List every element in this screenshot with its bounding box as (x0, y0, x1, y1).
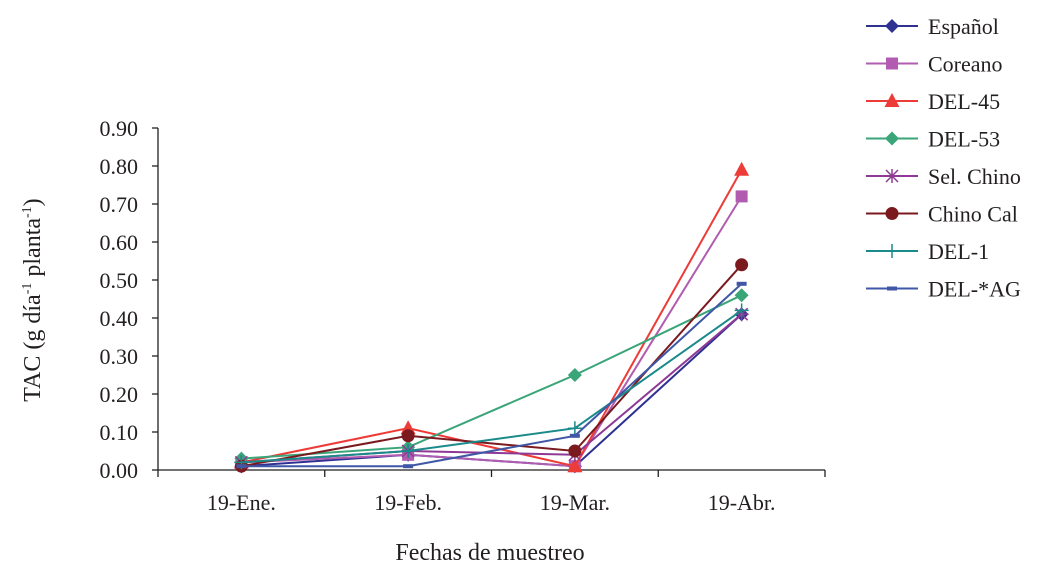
y-axis-title-sup2: -1 (20, 206, 35, 218)
y-axis-title-sup1: -1 (20, 283, 35, 295)
series-del-ag (236, 281, 747, 469)
y-tick-label: 0.00 (100, 458, 139, 483)
y-tick-label: 0.40 (100, 306, 139, 331)
y-tick-label: 0.60 (100, 230, 139, 255)
series-del-45 (233, 161, 750, 473)
data-point-marker (734, 288, 749, 303)
data-point-marker (885, 131, 899, 146)
legend: Español Coreano DEL-45 DEL-53 Sel. Chino Chin… (866, 14, 1021, 302)
series-line (241, 283, 743, 468)
data-point-marker (568, 444, 582, 458)
data-point-marker (567, 458, 583, 473)
y-axis-title-mid: planta (20, 218, 46, 283)
y-axis: 0.00 0.10 0.20 0.30 0.40 0.50 0.60 0.70 0.80 0.90 (100, 116, 159, 483)
data-point-marker (736, 281, 747, 286)
legend-label: Sel. Chino (928, 164, 1021, 189)
series-line (241, 309, 743, 464)
data-point-marker (886, 57, 898, 70)
x-tick-label: 19-Abr. (708, 490, 776, 515)
legend-item: DEL-1 (866, 239, 989, 264)
legend-item: Chino Cal (866, 202, 1018, 227)
legend-item: DEL-*AG (866, 277, 1021, 302)
x-tick-label: 19-Feb. (374, 490, 442, 515)
legend-label: Chino Cal (928, 202, 1018, 227)
legend-label: DEL-53 (928, 127, 1000, 152)
data-point-marker (403, 464, 414, 469)
legend-item: Coreano (866, 52, 1003, 77)
series-line (241, 169, 743, 468)
data-point-marker (885, 244, 899, 258)
series-del-1 (234, 303, 749, 470)
x-axis: 19-Ene. 19-Feb. 19-Mar. 19-Abr. (157, 469, 826, 515)
x-tick-label: 19-Ene. (207, 490, 276, 515)
series-layer (233, 161, 750, 474)
y-tick-label: 0.50 (100, 268, 139, 293)
y-tick-label: 0.10 (100, 420, 139, 445)
series-line (241, 195, 743, 468)
x-axis-title: Fechas de muestreo (395, 540, 584, 565)
series-coreano (235, 190, 748, 473)
legend-label: DEL-45 (928, 89, 1000, 114)
legend-label: DEL-*AG (928, 277, 1021, 302)
data-point-marker (887, 286, 897, 291)
data-point-marker (569, 433, 580, 438)
data-point-marker (401, 444, 416, 458)
y-axis-title-main: TAC (g día (20, 294, 46, 402)
y-tick-label: 0.30 (100, 344, 139, 369)
legend-label: Coreano (928, 52, 1003, 77)
y-tick-label: 0.90 (100, 116, 139, 141)
legend-item: Español (866, 14, 999, 39)
y-axis-title: TAC (g día-1 planta-1) (20, 198, 46, 401)
legend-label: Español (928, 14, 999, 39)
data-point-marker (885, 207, 899, 220)
y-axis-title-close: ) (20, 198, 46, 206)
x-tick-label: 19-Mar. (540, 490, 610, 515)
data-point-marker (567, 368, 582, 382)
data-point-marker (734, 161, 750, 176)
y-tick-label: 0.80 (100, 154, 139, 179)
series-sel-chino (234, 307, 749, 470)
y-tick-label: 0.20 (100, 382, 139, 407)
data-point-marker (885, 19, 899, 33)
data-point-marker (884, 93, 900, 107)
data-point-marker (236, 464, 247, 469)
y-tick-label: 0.70 (100, 192, 139, 217)
series-line (241, 294, 743, 460)
data-point-marker (567, 421, 582, 436)
legend-item: DEL-53 (866, 127, 1000, 152)
data-point-marker (734, 303, 749, 318)
data-point-marker (401, 429, 415, 443)
legend-item: DEL-45 (866, 89, 1000, 114)
series-line (241, 264, 743, 468)
legend-item: Sel. Chino (866, 164, 1021, 189)
data-point-marker (885, 169, 899, 183)
legend-label: DEL-1 (928, 239, 989, 264)
data-point-marker (735, 190, 748, 203)
data-point-marker (735, 258, 749, 272)
